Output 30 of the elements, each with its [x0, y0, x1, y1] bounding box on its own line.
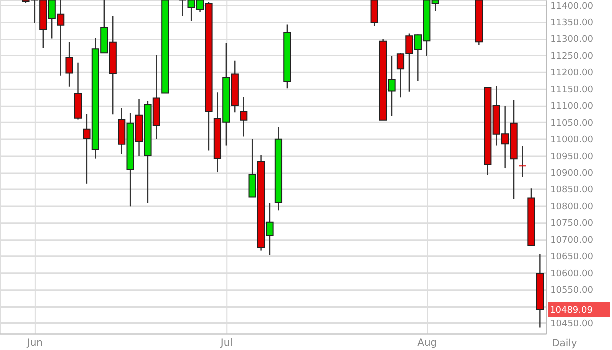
y-tick-label: 10550.00 [550, 286, 594, 296]
candlestick [370, 0, 378, 27]
y-tick-label: 11050.00 [550, 118, 594, 129]
y-tick-label: 10950.00 [550, 152, 594, 162]
y-tick-label: 10750.00 [550, 219, 594, 230]
y-tick-label: 11300.00 [550, 35, 594, 46]
y-tick-label: 11350.00 [550, 18, 594, 29]
candlestick [518, 146, 527, 178]
text: Daily [552, 338, 578, 350]
y-tick-label: 11400.00 [550, 2, 594, 12]
candlestick [66, 42, 74, 88]
x-tick-label: Jun [26, 338, 43, 350]
y-tick-label: 10600.00 [550, 269, 594, 280]
text: 10489.09 [550, 306, 594, 316]
y-tick-label: 10800.00 [550, 202, 594, 212]
candlestick [179, 0, 187, 17]
candlestick [30, 0, 38, 24]
x-tick-label: Jul [220, 338, 233, 350]
y-tick-label: 10450.00 [550, 320, 594, 330]
y-tick-label: 10850.00 [550, 186, 594, 196]
y-tick-label: 10650.00 [550, 252, 594, 263]
y-tick-label: 10900.00 [550, 169, 594, 180]
y-tick-label: 11100.00 [550, 102, 594, 112]
y-tick-label: 11250.00 [550, 52, 594, 62]
y-tick-label: 11150.00 [550, 85, 594, 96]
y-tick-label: 11000.00 [550, 136, 594, 146]
y-tick-label: 10700.00 [550, 236, 594, 246]
x-tick-label: Aug [418, 338, 438, 350]
candlestick [240, 96, 248, 138]
y-tick-label: 11200.00 [550, 68, 594, 79]
